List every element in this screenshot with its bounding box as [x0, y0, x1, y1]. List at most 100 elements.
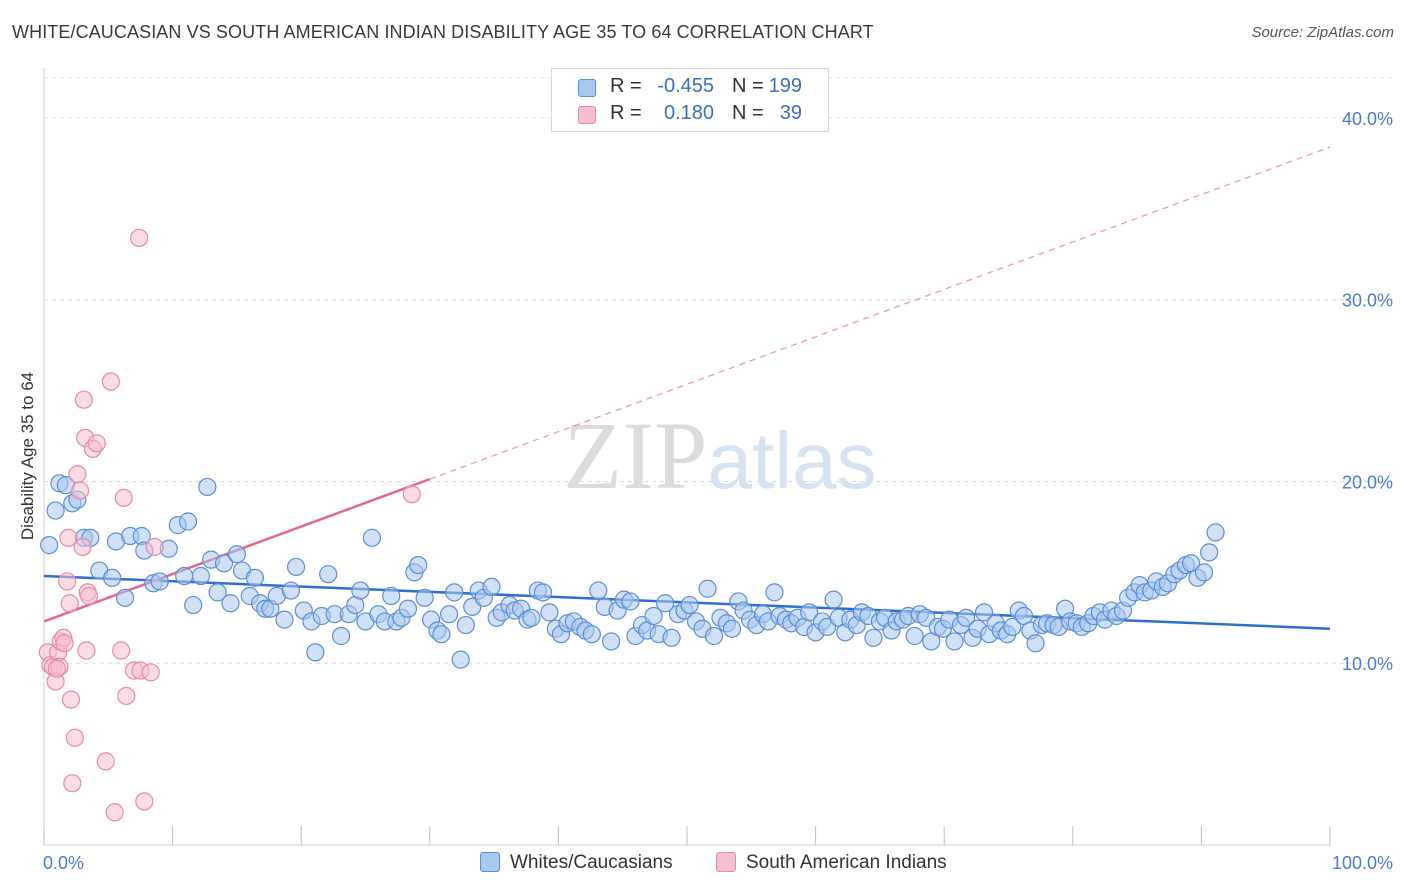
point-whites [602, 632, 621, 651]
legend-r-value: 0.180 [663, 102, 714, 124]
y-tick-label: 40.0% [1342, 109, 1393, 129]
point-whites [46, 501, 65, 520]
point-whites [439, 605, 459, 624]
point-whites [974, 603, 994, 622]
point-sai [79, 586, 99, 606]
data-points [38, 228, 1225, 822]
point-whites [680, 595, 699, 615]
tick-labels: 10.0% 20.0% 30.0% 40.0% 0.0% 100.0% [43, 109, 1393, 873]
point-whites [221, 594, 240, 613]
point-sai [47, 659, 66, 678]
point-sai [145, 537, 164, 557]
legend-r-label: R = [610, 75, 642, 97]
point-whites [945, 632, 964, 651]
point-whites [40, 536, 59, 555]
x-tick-label: 100.0% [1332, 853, 1393, 873]
point-whites [198, 477, 217, 497]
point-whites [398, 599, 418, 618]
point-whites [306, 643, 325, 662]
point-whites [214, 554, 234, 573]
point-whites [905, 626, 924, 646]
point-whites [286, 557, 306, 577]
point-whites [1003, 617, 1022, 636]
point-sai [70, 481, 90, 500]
point-whites [432, 625, 451, 644]
point-whites [184, 595, 203, 615]
point-whites [662, 628, 681, 647]
point-whites [765, 583, 784, 602]
legend-n-label: N = [732, 102, 764, 124]
legend-n-value: 39 [779, 102, 802, 124]
point-sai [55, 634, 74, 653]
point-whites [191, 566, 210, 586]
bottom-legend-label: South American Indians [746, 852, 947, 873]
point-whites [319, 565, 338, 584]
bottom-legend-swatch-pink [716, 852, 736, 872]
point-whites [331, 626, 351, 646]
legend-row-whites: R = -0.455 N = 199 [552, 73, 828, 101]
point-whites [589, 581, 608, 600]
point-whites [1206, 523, 1225, 542]
point-whites [227, 545, 246, 564]
legend-swatch-blue [578, 79, 596, 97]
point-sai [68, 465, 87, 484]
y-tick-label: 10.0% [1342, 654, 1393, 674]
point-whites [115, 588, 135, 607]
point-whites [445, 583, 464, 602]
point-sai [135, 792, 154, 811]
point-sai [141, 663, 160, 682]
point-whites [644, 606, 663, 626]
point-whites [482, 577, 501, 597]
point-sai [63, 774, 82, 793]
point-sai [112, 641, 131, 660]
point-whites [178, 512, 198, 531]
point-whites [956, 608, 976, 627]
watermark: ZIPatlas [564, 402, 877, 509]
point-sai [101, 372, 120, 391]
point-sai [74, 390, 93, 409]
point-sai [117, 686, 136, 706]
point-whites [409, 555, 428, 575]
point-whites [621, 592, 640, 611]
point-sai [96, 752, 115, 771]
point-whites [1026, 634, 1045, 653]
point-whites [1200, 543, 1219, 562]
point-whites [656, 594, 675, 613]
point-whites [362, 528, 382, 547]
point-whites [208, 583, 227, 602]
point-sai [114, 488, 133, 507]
point-whites [698, 579, 717, 598]
point-whites [281, 581, 301, 600]
y-axis-label: Disability Age 35 to 64 [18, 371, 37, 541]
point-whites [245, 568, 265, 587]
legend-r-label: R = [610, 102, 642, 124]
point-sai [130, 228, 149, 248]
legend-r-value: -0.455 [657, 75, 714, 97]
point-sai [65, 728, 84, 747]
point-whites [150, 572, 169, 591]
point-sai [77, 641, 96, 660]
source-label: Source: ZipAtlas.com [1251, 24, 1394, 41]
point-whites [533, 583, 553, 602]
y-tick-label: 30.0% [1342, 291, 1393, 311]
point-whites [864, 628, 883, 647]
y-tick-label: 20.0% [1342, 472, 1393, 492]
point-whites [382, 586, 401, 606]
point-whites [175, 566, 194, 586]
point-whites [351, 581, 370, 600]
point-sai [87, 434, 106, 453]
point-sai [58, 572, 77, 591]
legend-row-sai: R = 0.180 N = 39 [552, 100, 828, 128]
point-whites [451, 650, 470, 669]
point-whites [103, 568, 122, 587]
correlation-legend: R = -0.455 N = 199 R = 0.180 N = 39 [551, 68, 829, 132]
bottom-legend-whites: Whites/Caucasians [480, 852, 673, 874]
point-whites [824, 590, 843, 609]
bottom-legend-label: Whites/Caucasians [510, 852, 673, 873]
point-whites [704, 626, 724, 646]
chart-title: WHITE/CAUCASIAN VS SOUTH AMERICAN INDIAN… [12, 22, 874, 42]
point-sai [60, 594, 79, 613]
point-whites [582, 625, 601, 644]
point-sai [61, 690, 81, 709]
point-sai [59, 528, 78, 547]
